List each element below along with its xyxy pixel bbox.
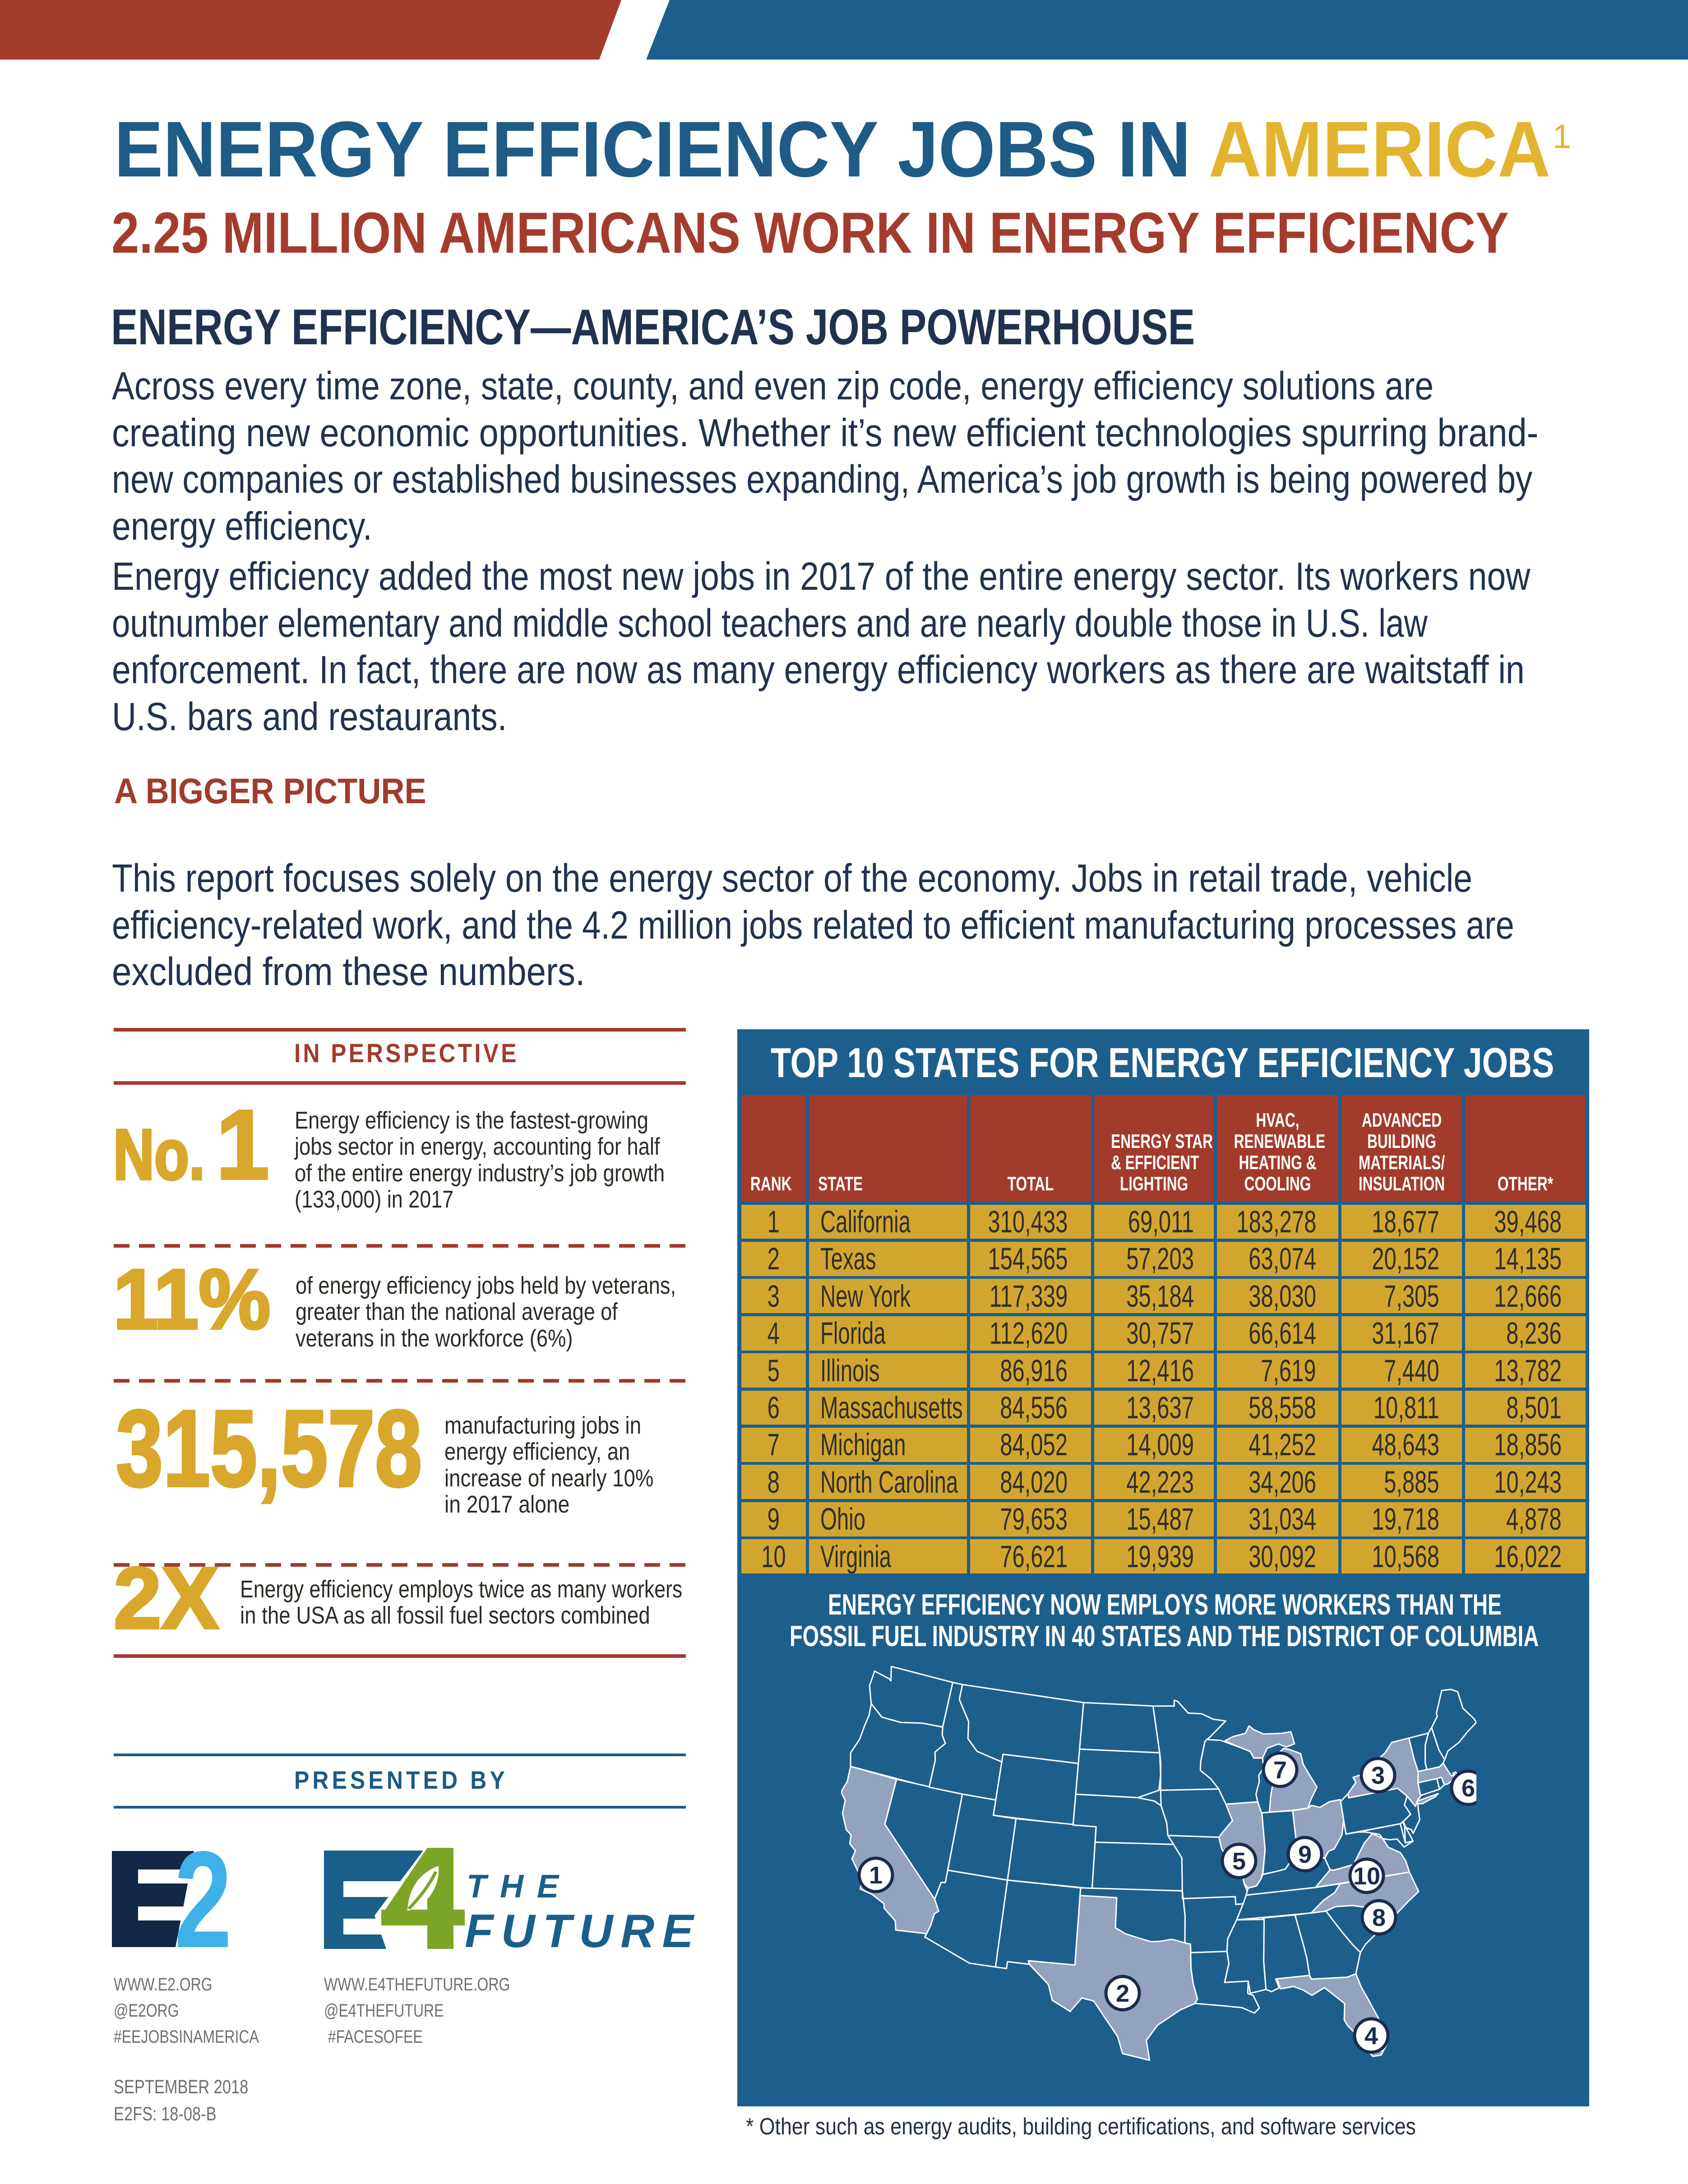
- svg-text:6: 6: [1461, 1775, 1475, 1802]
- svg-text:THE: THE: [467, 1869, 572, 1905]
- svg-text:1: 1: [869, 1862, 883, 1889]
- svg-text:FUTURE: FUTURE: [465, 1905, 701, 1957]
- svg-text:10: 10: [1353, 1863, 1380, 1890]
- svg-text:5: 5: [1232, 1848, 1246, 1875]
- svg-text:3: 3: [1371, 1762, 1385, 1789]
- svg-text:4: 4: [1364, 2022, 1378, 2050]
- svg-text:7: 7: [1273, 1757, 1287, 1784]
- svg-text:8: 8: [1372, 1904, 1386, 1931]
- svg-text:2: 2: [174, 1823, 232, 1976]
- svg-text:9: 9: [1298, 1841, 1312, 1868]
- svg-text:2: 2: [1116, 1980, 1129, 2007]
